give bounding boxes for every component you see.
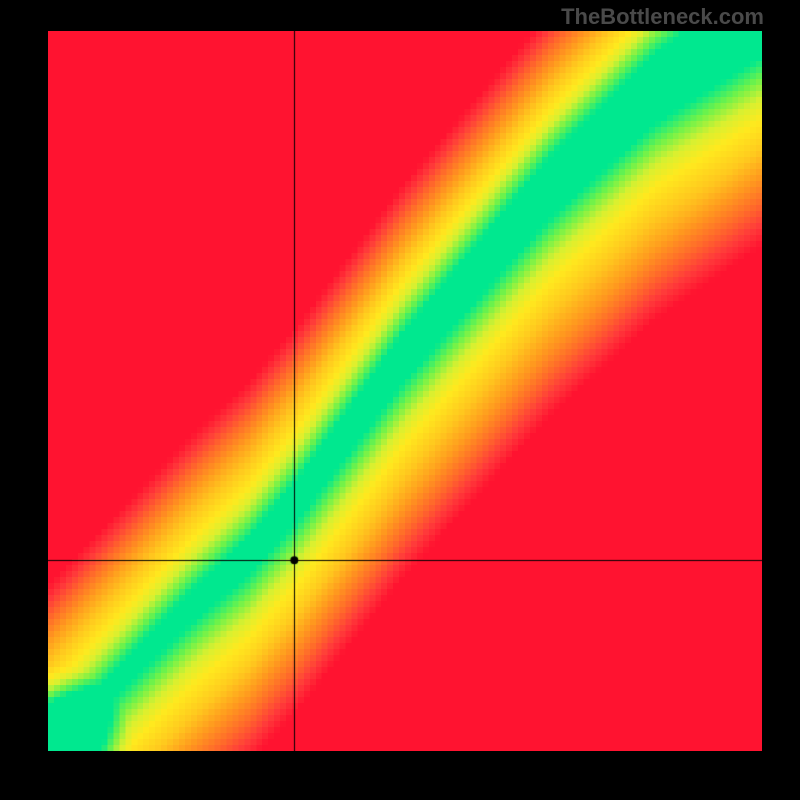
watermark-text: TheBottleneck.com	[561, 4, 764, 30]
chart-container: TheBottleneck.com	[0, 0, 800, 800]
crosshair-overlay	[48, 31, 762, 751]
